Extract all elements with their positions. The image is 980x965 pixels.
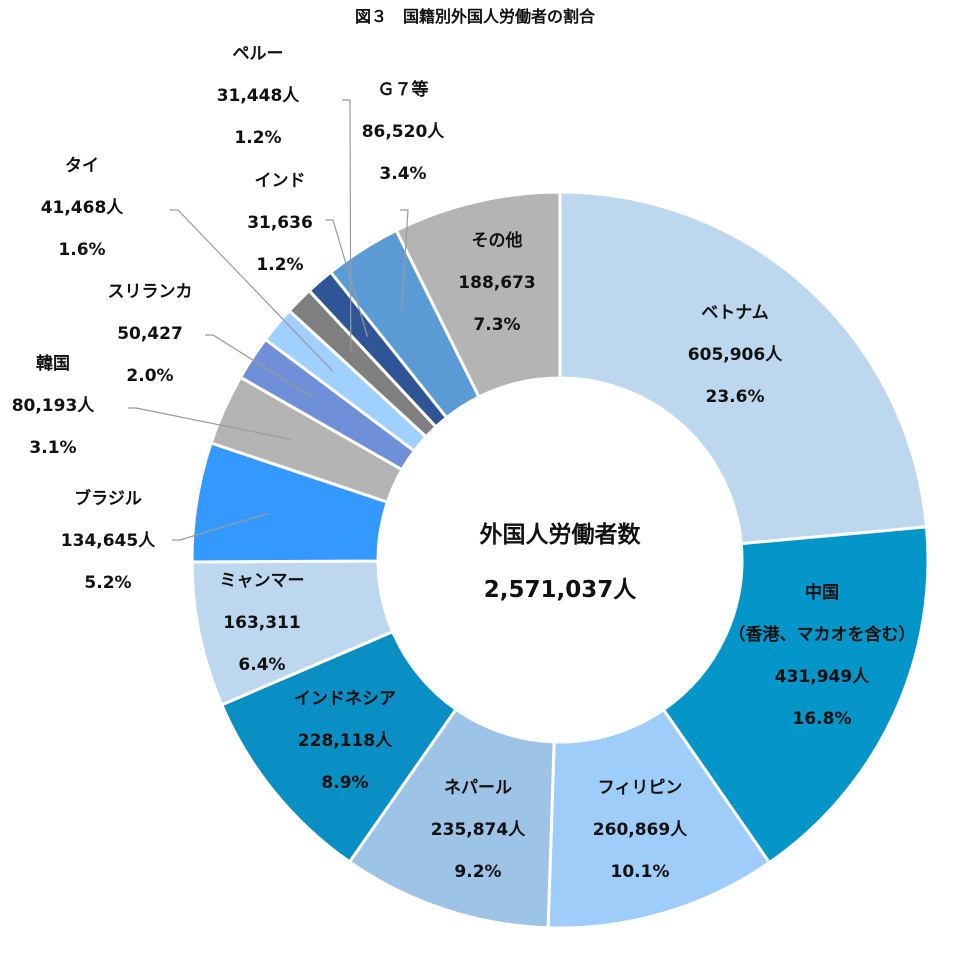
slice-label-9-pct_label: 1.6% [58, 240, 105, 260]
slice-label-0: ベトナム 605,906人 23.6% [688, 303, 783, 407]
slice-label-13-value_label: 188,673 [458, 273, 535, 293]
slice-label-6-name: ブラジル [74, 488, 142, 509]
slice-label-3: ネパール 235,874人 9.2% [431, 778, 526, 882]
leader-line-11 [325, 219, 369, 337]
slice-label-10: ペルー 31,448人 1.2% [217, 44, 301, 148]
slice-label-1: 中国 （香港、マカオを含む） 431,949人 16.8% [729, 582, 916, 729]
slice-label-2-name: フィリピン [598, 778, 683, 798]
leader-line-8 [205, 334, 314, 399]
slice-label-2-pct_label: 10.1% [611, 862, 670, 882]
slice-label-7-name: 韓国 [36, 353, 70, 374]
center-label: 外国人労働者数 [480, 521, 642, 548]
slice-label-0-name: ベトナム [701, 303, 769, 323]
slice-label-0-value_label: 605,906人 [688, 345, 783, 365]
leader-line-6 [172, 512, 269, 541]
slice-label-12: Ｇ７等 86,520人 3.4% [362, 79, 446, 184]
slice-label-12-pct_label: 3.4% [379, 164, 426, 184]
slice-label-6: ブラジル 134,645人 5.2% [61, 488, 156, 593]
leader-lines-group [128, 99, 409, 541]
slice-label-7: 韓国 80,193人 3.1% [12, 353, 96, 458]
slice-1 [661, 525, 930, 865]
slice-label-5-value_label: 163,311 [223, 613, 300, 633]
slice-label-5-pct_label: 6.4% [238, 655, 285, 675]
leader-line-10 [342, 99, 352, 353]
slice-label-13-name: その他 [472, 230, 523, 251]
slice-label-2: フィリピン 260,869人 10.1% [593, 778, 688, 882]
slice-label-10-name: ペルー [233, 44, 284, 64]
slice-label-0-pct_label: 23.6% [706, 387, 765, 407]
slice-label-9-value_label: 41,468人 [41, 198, 125, 218]
slice-label-8-pct_label: 2.0% [126, 366, 173, 386]
slice-label-11: インド 31,636 1.2% [247, 171, 313, 275]
slice-label-10-value_label: 31,448人 [217, 86, 301, 106]
slice-label-4: インドネシア 228,118人 8.9% [294, 689, 396, 793]
slice-label-12-value_label: 86,520人 [362, 122, 446, 142]
slice-label-1-name: 中国 [805, 582, 839, 603]
center-total: 2,571,037人 [484, 577, 637, 603]
slice-label-6-pct_label: 5.2% [84, 573, 131, 593]
slice-label-3-pct_label: 9.2% [454, 862, 501, 882]
slices-group [190, 190, 930, 930]
slice-label-11-value_label: 31,636 [247, 213, 313, 233]
slice-label-3-name: ネパール [444, 778, 512, 798]
slice-label-10-pct_label: 1.2% [234, 128, 281, 148]
slice-13 [394, 190, 562, 400]
slice-label-9: タイ 41,468人 1.6% [41, 156, 125, 260]
leader-line-9 [170, 209, 334, 372]
slice-0 [558, 190, 929, 546]
slice-label-9-name: タイ [65, 156, 99, 176]
slice-label-8-value_label: 50,427 [117, 324, 183, 344]
slice-label-4-pct_label: 8.9% [321, 773, 368, 793]
slice-label-2-value_label: 260,869人 [593, 820, 688, 840]
slice-label-13: その他 188,673 7.3% [458, 230, 535, 335]
leader-line-7 [128, 407, 291, 440]
slice-label-12-name: Ｇ７等 [378, 79, 429, 100]
slice-label-13-pct_label: 7.3% [473, 315, 520, 335]
slice-label-11-name: インド [255, 171, 306, 191]
slice-label-6-value_label: 134,645人 [61, 531, 156, 551]
slice-label-7-pct_label: 3.1% [29, 438, 76, 458]
slice-label-7-value_label: 80,193人 [12, 396, 96, 416]
slice-label-8: スリランカ 50,427 2.0% [108, 282, 193, 386]
slice-label-4-name: インドネシア [294, 689, 396, 709]
chart-title: 図３ 国籍別外国人労働者の割合 [355, 7, 596, 26]
slice-label-1-value_label: 431,949人 [775, 667, 870, 687]
slice-label-1-name_extra: （香港、マカオを含む） [729, 624, 916, 645]
slice-label-5: ミャンマー 163,311 6.4% [220, 571, 305, 675]
slice-label-11-pct_label: 1.2% [256, 255, 303, 275]
slice-label-3-value_label: 235,874人 [431, 820, 526, 840]
slice-label-4-value_label: 228,118人 [298, 731, 393, 751]
slice-label-8-name: スリランカ [108, 282, 193, 302]
slice-label-5-name: ミャンマー [220, 571, 305, 591]
slice-label-1-pct_label: 16.8% [793, 709, 852, 729]
labels-group: ベトナム 605,906人 23.6% 中国 （香港、マカオを含む） 431,949人 16… [12, 44, 916, 882]
leader-line-12 [400, 209, 409, 312]
